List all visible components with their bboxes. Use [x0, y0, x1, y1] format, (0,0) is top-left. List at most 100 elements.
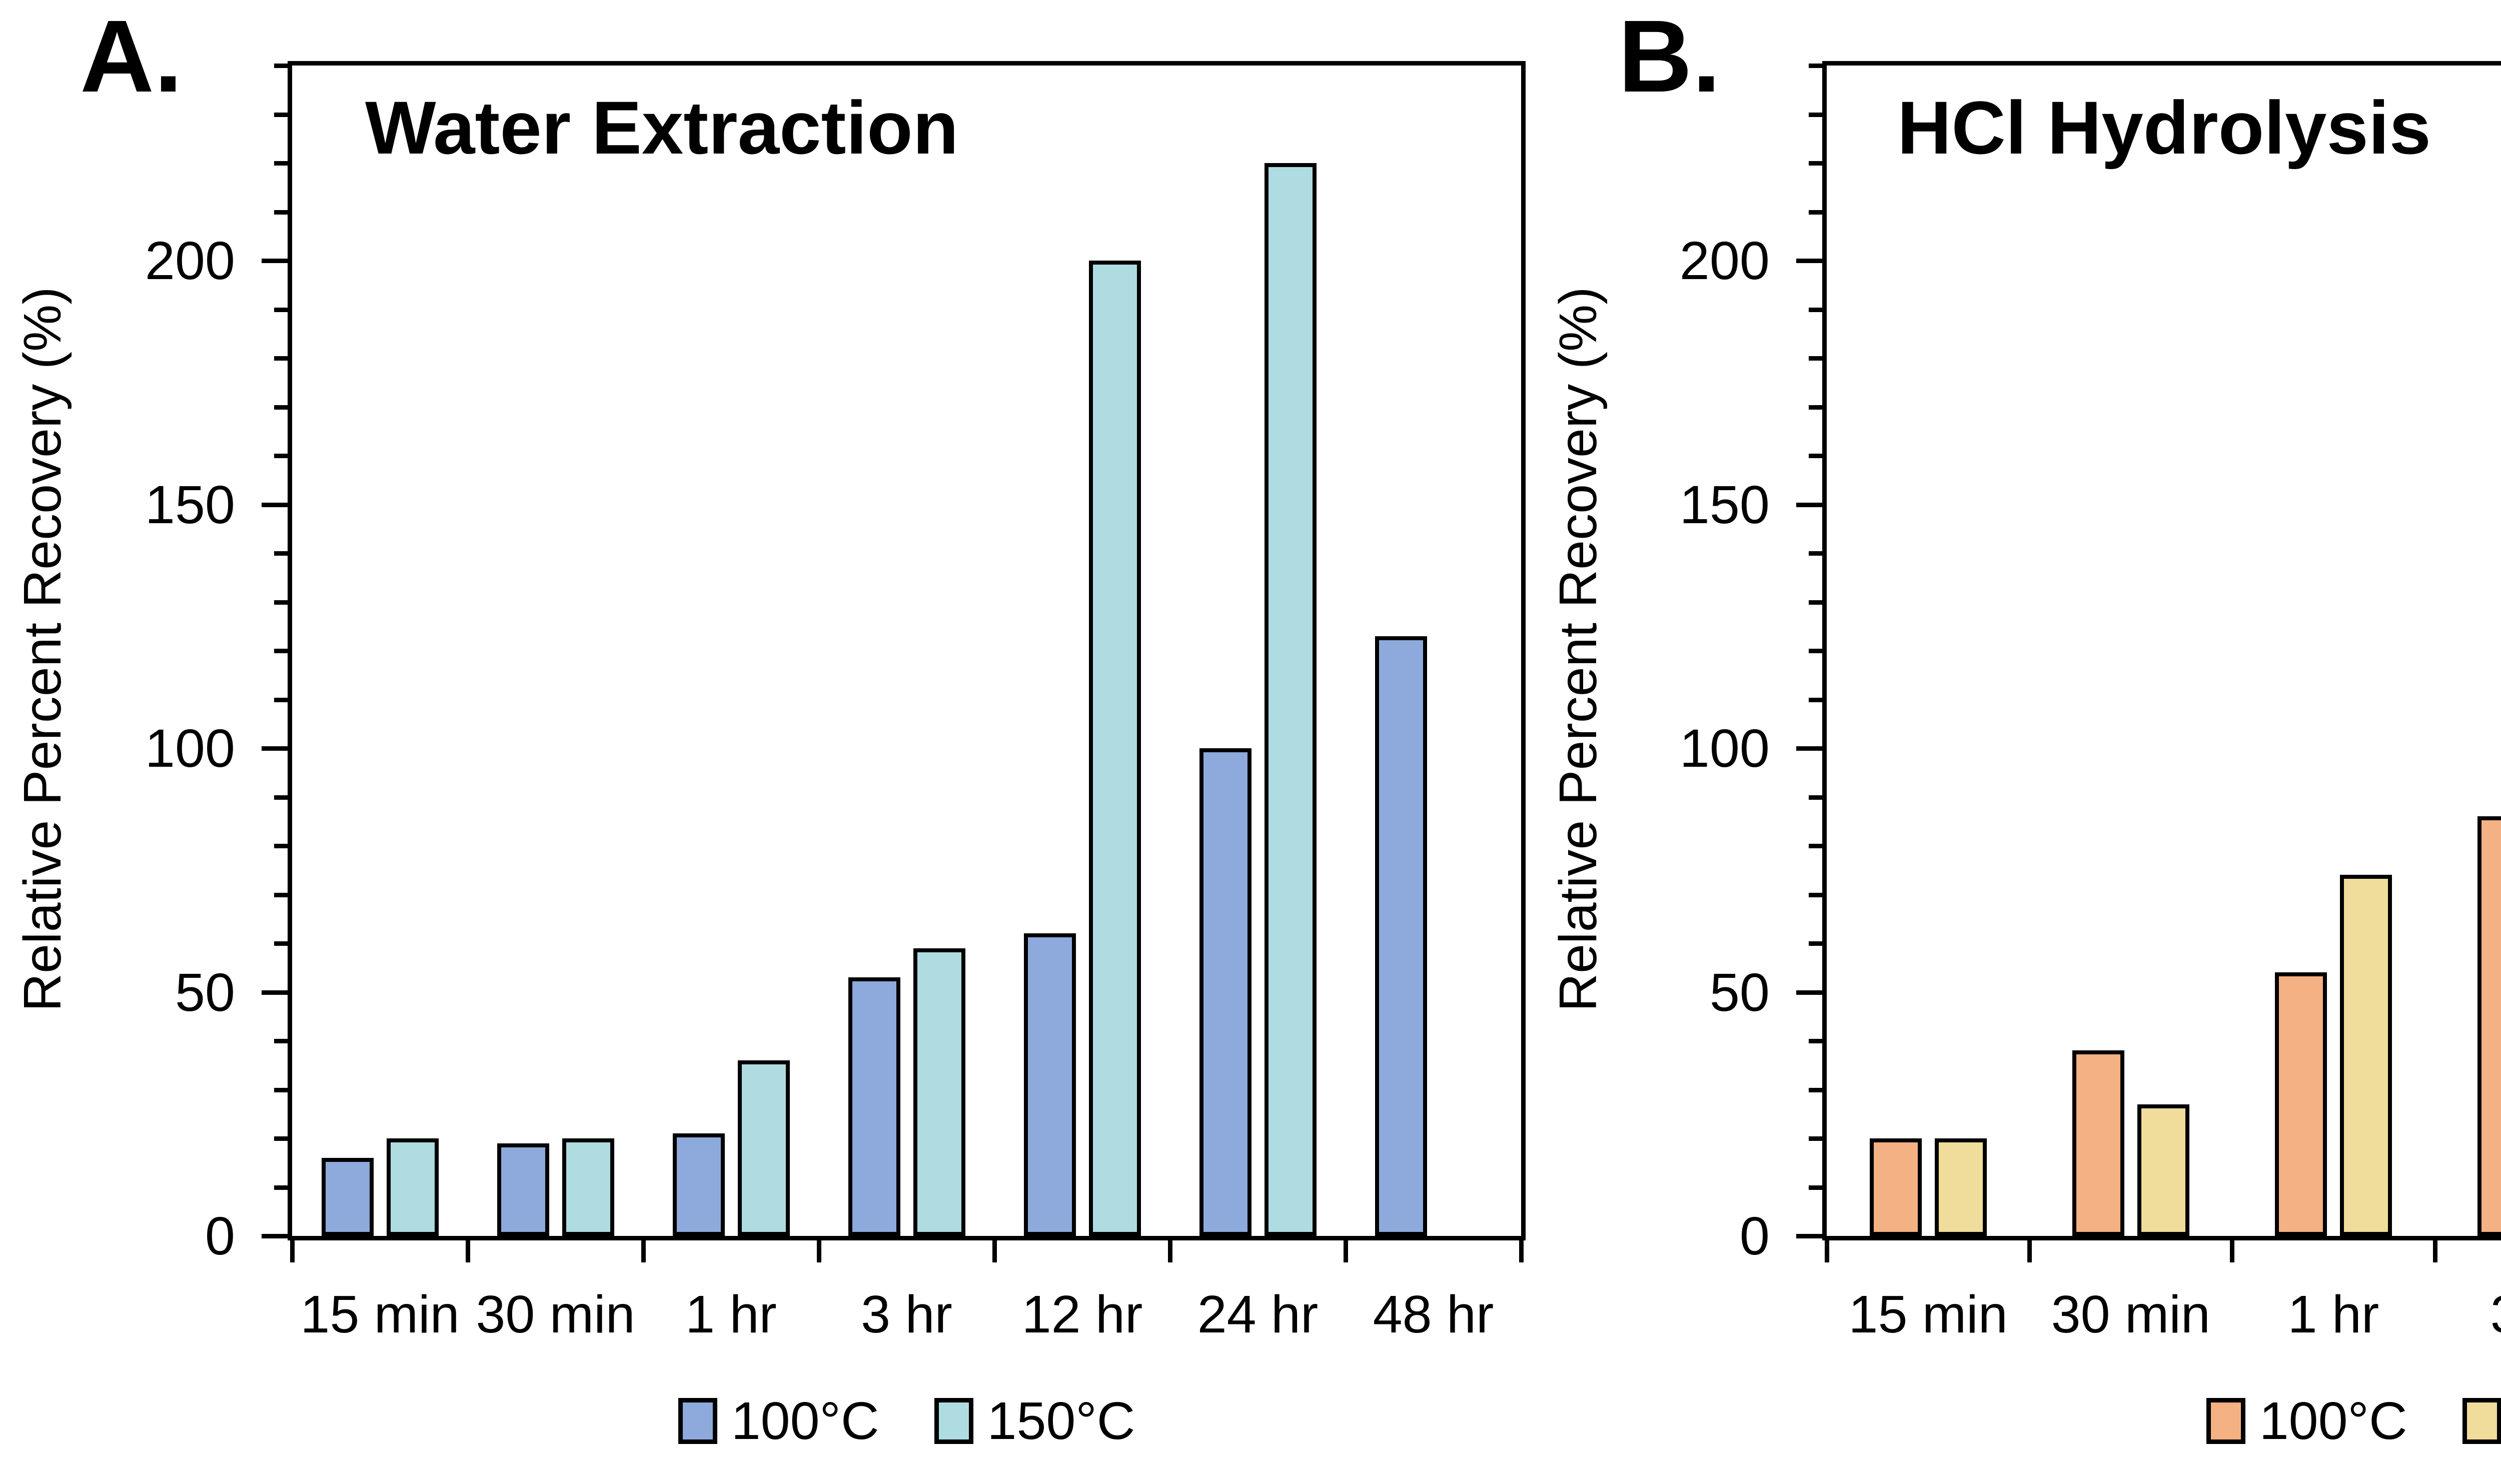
bar-150-c-1-hr [737, 1060, 790, 1236]
y-axis-major-tick [262, 259, 288, 263]
bar-100-c-48-hr [1375, 636, 1427, 1236]
legend-swatch-100-c [678, 1398, 717, 1444]
panel-a-label: A. [80, 0, 183, 114]
legend-swatch-100-c [2206, 1398, 2245, 1444]
y-axis-minor-tick [1809, 844, 1822, 848]
panel-b-label: B. [1618, 0, 1721, 114]
y-axis-minor-tick [274, 892, 288, 897]
y-axis-minor-tick [274, 697, 288, 702]
x-axis-category-label: 12 hr [1021, 1285, 1143, 1344]
y-axis-minor-tick [274, 844, 288, 848]
y-axis-minor-tick [274, 551, 288, 556]
y-axis-minor-tick [1809, 454, 1822, 458]
y-axis-tick-label: 0 [1739, 1205, 1770, 1266]
y-axis-minor-tick [1809, 697, 1822, 702]
bar-150-c-15-min [1934, 1138, 1987, 1236]
bar-100-c-30-min [2072, 1050, 2124, 1236]
y-axis-major-tick [262, 746, 288, 751]
x-axis-tick [641, 1239, 646, 1262]
y-axis-minor-tick [1809, 64, 1822, 68]
plot-area-b [1822, 61, 2501, 1240]
legend-item-100-c: 100°C [678, 1394, 879, 1447]
legend-swatch-150-c [934, 1398, 973, 1444]
y-axis-major-tick [1796, 990, 1822, 995]
bar-150-c-1-hr [2339, 875, 2392, 1236]
plot-area-a [288, 61, 1526, 1240]
y-axis-major-tick [262, 502, 288, 507]
bar-100-c-24-hr [1199, 748, 1252, 1236]
x-axis-tick [817, 1239, 821, 1262]
y-axis-minor-tick [1809, 795, 1822, 800]
y-axis-minor-tick [274, 307, 288, 312]
y-axis-minor-tick [1809, 600, 1822, 605]
y-axis-tick-label: 100 [1679, 718, 1770, 778]
y-axis-major-tick [1796, 1234, 1822, 1238]
x-axis-category-label: 30 min [2051, 1285, 2210, 1344]
bar-150-c-30-min [562, 1138, 614, 1236]
y-axis-major-tick [1796, 259, 1822, 263]
x-axis-category-label: 3 hr [2431, 1284, 2501, 1345]
y-axis-minor-tick [1809, 551, 1822, 556]
legend-label-150-c: 150°C [987, 1391, 1135, 1450]
y-axis-minor-tick [274, 112, 288, 117]
y-axis-minor-tick [1809, 941, 1822, 946]
y-axis-minor-tick [1809, 1185, 1822, 1190]
x-axis-category-label: 48 hr [1373, 1285, 1494, 1344]
y-axis-minor-tick [274, 454, 288, 458]
y-axis-tick-label: 100 [145, 718, 235, 778]
y-axis-minor-tick [1809, 892, 1822, 897]
bar-100-c-1-hr [672, 1133, 725, 1236]
y-axis-minor-tick [274, 1185, 288, 1190]
x-axis-category-label: 3 hr [861, 1285, 952, 1344]
bar-150-c-3-hr [913, 948, 965, 1236]
y-axis-minor-tick [1809, 112, 1822, 117]
y-axis-title-a: Relative Percent Recovery (%) [13, 287, 72, 1012]
bar-150-c-24-hr [1264, 163, 1317, 1236]
x-axis-tick [290, 1239, 295, 1262]
legend-b: 100°C 150°C [1822, 1394, 2501, 1447]
y-axis-minor-tick [274, 161, 288, 166]
y-axis-minor-tick [274, 405, 288, 410]
chart-title-b: HCl Hydrolysis [1897, 86, 2431, 170]
y-axis-minor-tick [274, 356, 288, 361]
y-axis-minor-tick [1809, 307, 1822, 312]
y-axis-tick-label: 200 [145, 230, 235, 291]
bar-100-c-15-min [1869, 1138, 1922, 1236]
x-axis-tick [1825, 1239, 1829, 1262]
y-axis-minor-tick [274, 1039, 288, 1043]
y-axis-title-b: Relative Percent Recovery (%) [1549, 287, 1608, 1012]
legend-label-100-c: 100°C [2259, 1391, 2407, 1450]
y-axis-minor-tick [1809, 649, 1822, 653]
bar-100-c-30-min [497, 1143, 549, 1236]
y-axis-major-tick [1796, 746, 1822, 751]
y-axis-major-tick [262, 1234, 288, 1238]
y-axis-minor-tick [274, 1087, 288, 1092]
legend-a: 100°C 150°C [288, 1394, 1526, 1447]
y-axis-minor-tick [1809, 356, 1822, 361]
x-axis-category-label: 1 hr [2287, 1285, 2379, 1344]
x-axis-category-label: 1 hr [685, 1285, 777, 1344]
x-axis-tick [2432, 1239, 2437, 1262]
bar-100-c-1-hr [2274, 972, 2327, 1236]
bar-150-c-12-hr [1088, 261, 1141, 1236]
legend-item-150-c: 150°C [2462, 1394, 2501, 1447]
x-axis-tick [2230, 1239, 2235, 1262]
legend-item-150-c: 150°C [934, 1394, 1135, 1447]
y-axis-tick-label: 0 [205, 1205, 235, 1266]
y-axis-minor-tick [1809, 1087, 1822, 1092]
y-axis-major-tick [1796, 502, 1822, 507]
y-axis-tick-label: 150 [1679, 474, 1770, 535]
chart-title-a: Water Extraction [365, 86, 959, 170]
y-axis-minor-tick [274, 649, 288, 653]
y-axis-minor-tick [274, 64, 288, 68]
y-axis-tick-label: 50 [1709, 961, 1770, 1022]
y-axis-minor-tick [274, 1136, 288, 1141]
x-axis-category-label: 15 min [1848, 1285, 2008, 1344]
y-axis-tick-label: 50 [175, 961, 235, 1022]
y-axis-major-tick [262, 990, 288, 995]
y-axis-minor-tick [1809, 210, 1822, 215]
y-axis-minor-tick [274, 210, 288, 215]
bar-100-c-3-hr [848, 977, 900, 1236]
y-axis-minor-tick [274, 941, 288, 946]
